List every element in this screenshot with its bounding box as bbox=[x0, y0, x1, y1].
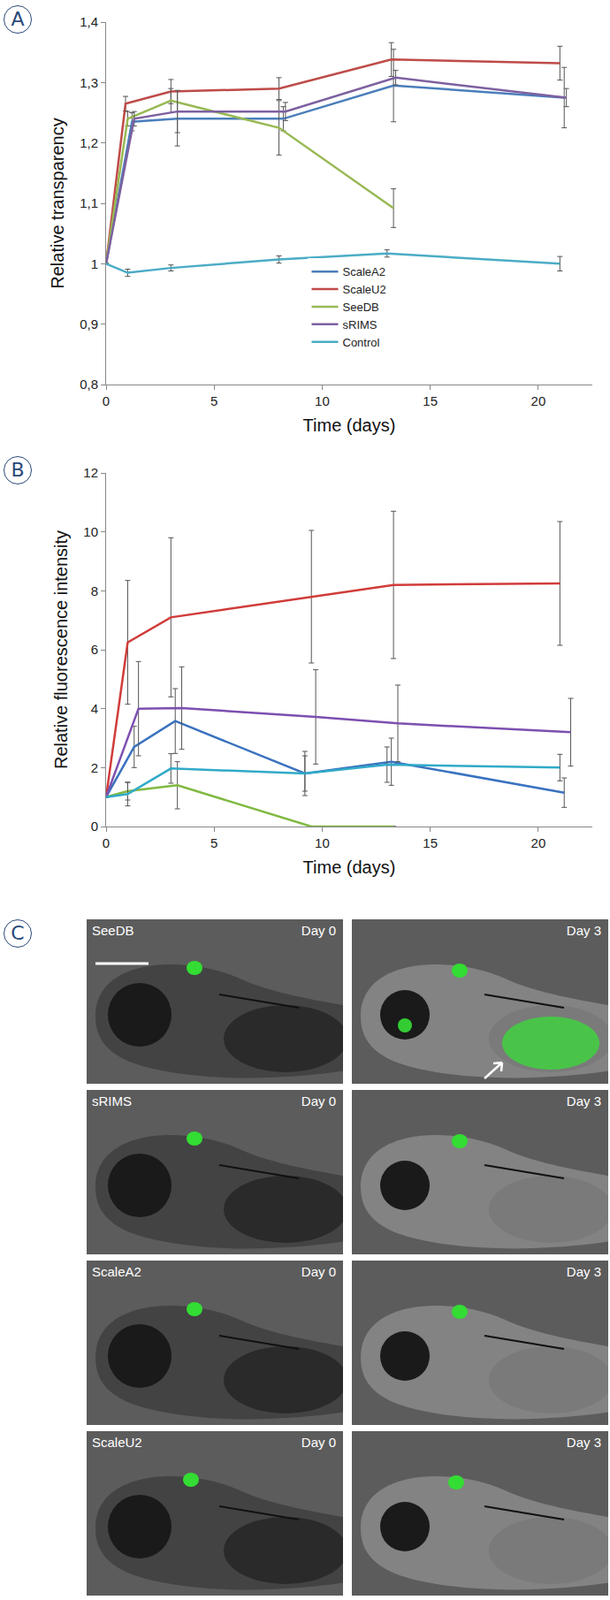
html-text:Day 3: Day 3 bbox=[566, 1093, 602, 1109]
svg-text:1,1: 1,1 bbox=[79, 195, 99, 211]
html-text:Day 3: Day 3 bbox=[566, 922, 602, 938]
html-text:Day 0: Day 0 bbox=[301, 1434, 336, 1450]
svg-text:2: 2 bbox=[91, 760, 99, 776]
svg-text:sRIMS: sRIMS bbox=[343, 318, 378, 332]
svg-text:0: 0 bbox=[102, 393, 110, 409]
svg-text:1,3: 1,3 bbox=[79, 75, 99, 91]
svg-text:1,4: 1,4 bbox=[79, 14, 99, 30]
svg-text:5: 5 bbox=[210, 835, 218, 851]
svg-text:8: 8 bbox=[91, 583, 99, 599]
svg-text:0: 0 bbox=[91, 818, 99, 834]
svg-text:1: 1 bbox=[91, 256, 99, 272]
svg-text:6: 6 bbox=[91, 641, 99, 657]
html-text:A: A bbox=[11, 7, 25, 31]
html-text:B: B bbox=[11, 458, 25, 481]
svg-text:Time (days): Time (days) bbox=[303, 415, 397, 435]
svg-text:0,8: 0,8 bbox=[79, 376, 99, 392]
svg-text:5: 5 bbox=[210, 393, 218, 409]
svg-text:12: 12 bbox=[83, 465, 99, 481]
html-text:Day 3: Day 3 bbox=[566, 1264, 602, 1280]
svg-text:20: 20 bbox=[531, 393, 547, 409]
html-text:C: C bbox=[10, 922, 25, 945]
svg-text:SeeDB: SeeDB bbox=[343, 300, 380, 314]
svg-text:15: 15 bbox=[422, 393, 438, 409]
svg-text:4: 4 bbox=[91, 701, 99, 717]
html-text:Day 0: Day 0 bbox=[301, 1093, 336, 1109]
html-text:ScaleU2: ScaleU2 bbox=[91, 1434, 143, 1450]
svg-text:ScaleU2: ScaleU2 bbox=[343, 282, 387, 297]
svg-text:Control: Control bbox=[343, 335, 381, 350]
html-text:Day 3: Day 3 bbox=[566, 1434, 602, 1450]
svg-text:Relative fluorescence intensit: Relative fluorescence intensity bbox=[51, 530, 71, 770]
html-text:Day 0: Day 0 bbox=[301, 922, 336, 938]
svg-text:1,2: 1,2 bbox=[79, 135, 99, 151]
svg-text:10: 10 bbox=[314, 393, 330, 409]
html-text:Day 0: Day 0 bbox=[301, 1264, 336, 1280]
svg-text:Relative transparency: Relative transparency bbox=[47, 117, 68, 289]
svg-text:ScaleA2: ScaleA2 bbox=[343, 265, 386, 279]
svg-text:Time (days): Time (days) bbox=[303, 857, 397, 877]
svg-text:0,9: 0,9 bbox=[79, 316, 99, 332]
html-text:SeeDB: SeeDB bbox=[91, 922, 134, 938]
svg-text:15: 15 bbox=[422, 835, 438, 851]
svg-text:20: 20 bbox=[531, 835, 547, 851]
svg-text:10: 10 bbox=[314, 835, 330, 851]
svg-text:0: 0 bbox=[102, 835, 110, 851]
html-text:ScaleA2: ScaleA2 bbox=[91, 1264, 142, 1280]
svg-text:10: 10 bbox=[83, 524, 99, 540]
html-text:sRIMS: sRIMS bbox=[91, 1093, 132, 1109]
